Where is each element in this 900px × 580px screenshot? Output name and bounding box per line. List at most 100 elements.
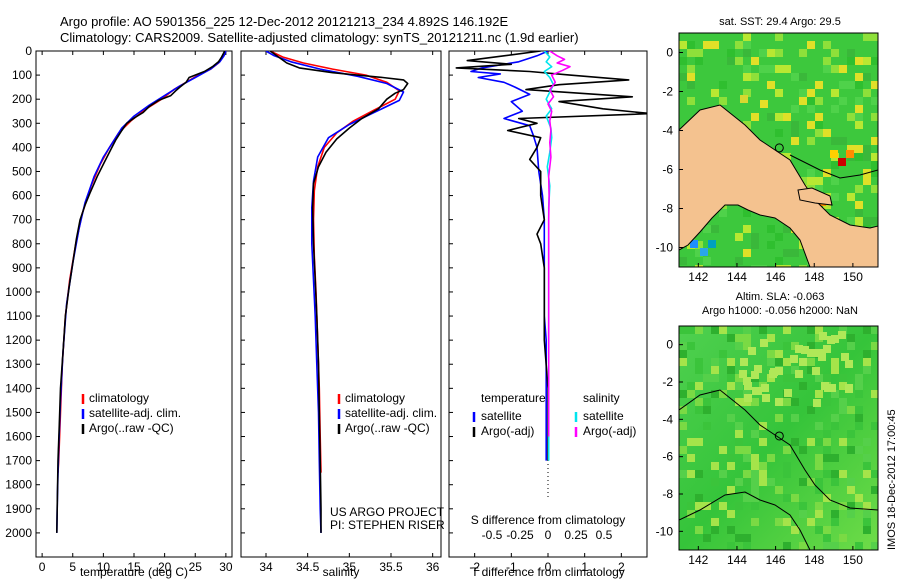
m2-field-cell bbox=[791, 494, 799, 502]
m1-field-cell bbox=[855, 201, 863, 209]
m1-field-cell bbox=[807, 137, 815, 145]
m2-field-cell bbox=[783, 326, 791, 334]
sla-field-cell bbox=[775, 367, 783, 375]
m2-xtick-label: 148 bbox=[804, 553, 824, 567]
m1-ytick-label: -10 bbox=[656, 241, 674, 255]
m2-field-cell bbox=[863, 502, 871, 510]
sla-field-cell bbox=[813, 399, 821, 407]
m2-field-cell bbox=[775, 414, 783, 422]
m2-field-cell bbox=[871, 390, 878, 398]
m2-field-cell bbox=[831, 454, 839, 462]
m1-field-cell bbox=[863, 177, 871, 185]
m1-field-cell bbox=[767, 113, 775, 121]
d-xtick-label: -1 bbox=[506, 560, 517, 574]
project-line2: PI: STEPHEN RISER bbox=[330, 518, 445, 532]
header-line2: Climatology: CARS2009. Satellite-adjuste… bbox=[60, 30, 579, 45]
m1-field-cell bbox=[719, 81, 727, 89]
t-xtick-label: 30 bbox=[219, 560, 233, 574]
m2-field-cell bbox=[759, 430, 767, 438]
m1-field-cell bbox=[767, 49, 775, 57]
m2-field-cell bbox=[799, 502, 807, 510]
m2-field-cell bbox=[847, 510, 855, 518]
m2-field-cell bbox=[695, 326, 703, 334]
m1-field-cell bbox=[815, 97, 823, 105]
m2-field-cell bbox=[695, 526, 703, 534]
m2-field-cell bbox=[847, 486, 855, 494]
sla-field-cell bbox=[799, 358, 807, 366]
m1-field-cell bbox=[799, 97, 807, 105]
sla-field-cell bbox=[744, 394, 752, 402]
m1-field-cell bbox=[703, 257, 711, 265]
m2-field-cell bbox=[751, 470, 759, 478]
m1-field-cell bbox=[695, 57, 703, 65]
d-xtick2-label: -0.25 bbox=[506, 528, 534, 542]
sst-field-cell bbox=[708, 240, 716, 248]
m1-field-cell bbox=[783, 153, 791, 161]
m2-field-cell bbox=[735, 502, 743, 510]
m2-field-cell bbox=[815, 326, 823, 334]
depth-tick-label: 800 bbox=[12, 237, 32, 251]
m2-field-cell bbox=[791, 390, 799, 398]
m2-field-cell bbox=[679, 358, 687, 366]
m2-field-cell bbox=[751, 486, 759, 494]
m2-ytick-label: -4 bbox=[662, 412, 673, 426]
m2-field-cell bbox=[783, 518, 791, 526]
m1-field-cell bbox=[855, 81, 863, 89]
m2-field-cell bbox=[863, 518, 871, 526]
m2-field-cell bbox=[711, 390, 719, 398]
m1-field-cell bbox=[839, 97, 847, 105]
m2-field-cell bbox=[823, 430, 831, 438]
m1-field-cell bbox=[695, 249, 703, 257]
m1-field-cell bbox=[855, 57, 863, 65]
m2-field-cell bbox=[863, 358, 871, 366]
m2-field-cell bbox=[863, 510, 871, 518]
m2-field-cell bbox=[783, 494, 791, 502]
depth-tick-label: 600 bbox=[12, 189, 32, 203]
m1-field-cell bbox=[815, 81, 823, 89]
m2-field-cell bbox=[767, 350, 775, 358]
m1-field-cell bbox=[743, 49, 751, 57]
m1-field-cell bbox=[775, 113, 783, 121]
m1-field-cell bbox=[751, 73, 759, 81]
m1-field-cell bbox=[799, 265, 807, 267]
m2-field-cell bbox=[695, 494, 703, 502]
m2-field-cell bbox=[799, 382, 807, 390]
sst-field-cell bbox=[838, 158, 846, 166]
t-difference-label: T difference from climatology bbox=[471, 565, 625, 579]
m2-field-cell bbox=[735, 446, 743, 454]
m2-field-cell bbox=[847, 334, 855, 342]
m1-field-cell bbox=[735, 257, 743, 265]
m2-field-cell bbox=[727, 374, 735, 382]
m2-field-cell bbox=[839, 534, 847, 542]
depth-tick-label: 1800 bbox=[5, 478, 32, 492]
m1-field-cell bbox=[863, 73, 871, 81]
m2-xtick-label: 150 bbox=[843, 553, 863, 567]
peninsula-land-shape bbox=[797, 187, 833, 206]
m2-field-cell bbox=[839, 406, 847, 414]
m2-field-cell bbox=[855, 494, 863, 502]
m1-field-cell bbox=[735, 41, 743, 49]
m2-field-cell bbox=[767, 334, 775, 342]
m2-field-cell bbox=[719, 502, 727, 510]
salinity-xlabel: salinity bbox=[323, 565, 360, 579]
m2-field-cell bbox=[751, 502, 759, 510]
m1-field-cell bbox=[743, 209, 751, 217]
m2-field-cell bbox=[719, 350, 727, 358]
depth-tick-label: 200 bbox=[12, 92, 32, 106]
m1-field-cell bbox=[743, 225, 751, 233]
m1-field-cell bbox=[751, 57, 759, 65]
m2-field-cell bbox=[679, 422, 687, 430]
m1-field-cell bbox=[783, 225, 791, 233]
m2-field-cell bbox=[751, 518, 759, 526]
m1-field-cell bbox=[791, 129, 799, 137]
sst-field-cell bbox=[830, 150, 838, 158]
m2-field-cell bbox=[735, 534, 743, 542]
m2-field-cell bbox=[823, 446, 831, 454]
m2-field-cell bbox=[679, 350, 687, 358]
m2-field-cell bbox=[783, 462, 791, 470]
m2-field-cell bbox=[695, 438, 703, 446]
m1-field-cell bbox=[815, 129, 823, 137]
sst-map-panel: sat. SST: 29.4 Argo: 29.5 142 144 146 148 15… bbox=[656, 16, 879, 284]
m2-field-cell bbox=[863, 350, 871, 358]
m2-field-cell bbox=[823, 494, 831, 502]
